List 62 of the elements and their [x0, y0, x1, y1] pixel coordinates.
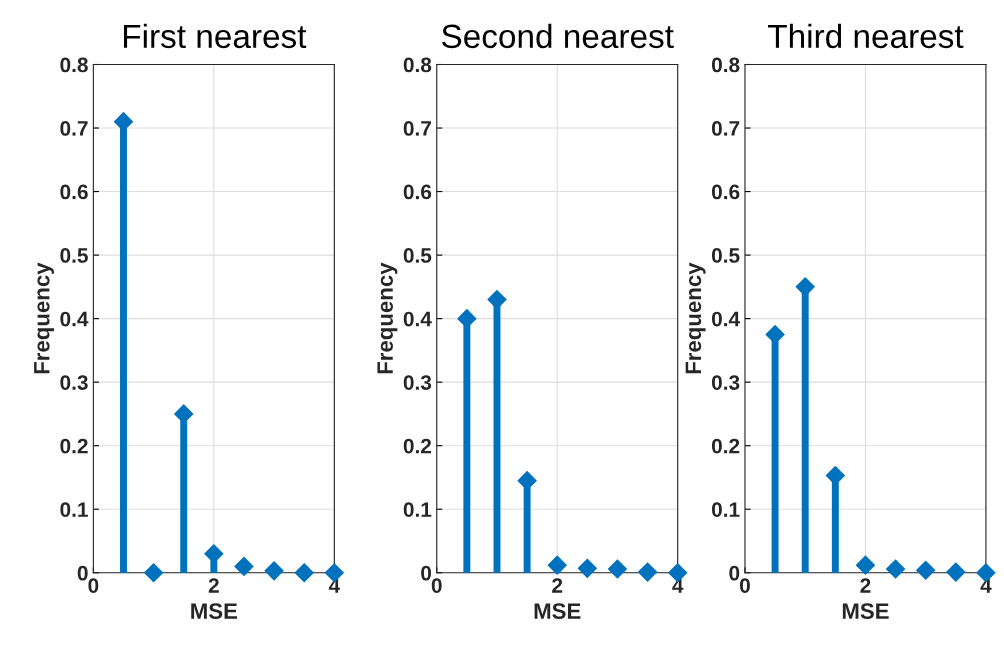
point [795, 277, 815, 297]
point [517, 471, 537, 491]
y-axis-title: Frequency [685, 262, 706, 374]
y-tick-label: 0.8 [711, 57, 740, 73]
point [825, 466, 845, 486]
x-tick-label: 0 [431, 578, 442, 593]
y-tick-label: 0.5 [711, 248, 740, 263]
chart-title: Second nearest [442, 23, 674, 49]
y-tick-label: 0.4 [711, 311, 740, 327]
x-axis-title: MSE [534, 603, 581, 619]
y-tick-label: 0.3 [60, 375, 88, 390]
point [264, 561, 284, 581]
x-axis-title: MSE [191, 603, 238, 619]
y-tick-label: 0.8 [403, 57, 432, 73]
x-tick-label: 2 [208, 578, 219, 593]
y-tick-label: 0.7 [60, 121, 88, 136]
y-tick-label: 0.3 [403, 375, 432, 390]
y-tick-label: 0 [77, 565, 88, 581]
point [765, 324, 785, 345]
y-tick-label: 0 [729, 565, 740, 581]
y-tick-label: 0.6 [60, 184, 88, 200]
x-tick-label: 0 [740, 578, 750, 593]
point [174, 404, 194, 424]
y-tick-label: 0.7 [711, 121, 740, 136]
point [204, 544, 224, 564]
y-tick-label: 0.6 [403, 184, 432, 200]
point [855, 555, 875, 575]
y-tick-label: 0.2 [711, 438, 740, 454]
point [144, 563, 164, 583]
point [547, 555, 567, 575]
point [607, 559, 627, 579]
y-tick-label: 0.5 [60, 248, 88, 263]
x-axis-title: MSE [842, 603, 889, 619]
point [294, 563, 314, 583]
point [916, 560, 936, 580]
point [234, 556, 254, 576]
y-tick-label: 0.2 [60, 438, 88, 454]
y-tick-label: 0.1 [403, 502, 432, 517]
x-tick-label: 0 [88, 578, 99, 593]
x-tick-label: 2 [552, 578, 563, 593]
y-tick-label: 0.4 [60, 311, 89, 327]
y-axis-title: Frequency [377, 262, 398, 374]
y-tick-label: 0.5 [403, 248, 432, 263]
point [946, 562, 966, 582]
chart-title: Third nearest [768, 23, 964, 49]
y-tick-label: 0.6 [711, 184, 740, 200]
chart-title: First nearest [123, 23, 307, 49]
point [457, 309, 477, 329]
y-tick-label: 0.8 [60, 57, 88, 73]
y-tick-label: 0.2 [403, 438, 432, 454]
point [638, 562, 658, 582]
y-tick-label: 0.3 [711, 375, 740, 390]
y-tick-label: 0.1 [60, 502, 88, 517]
point [886, 559, 906, 579]
x-tick-label: 2 [860, 578, 871, 593]
y-tick-label: 0 [421, 565, 432, 581]
y-axis-title: Frequency [34, 262, 54, 374]
point [487, 290, 507, 310]
point [577, 558, 597, 578]
y-tick-label: 0.4 [403, 311, 432, 327]
y-tick-label: 0.1 [711, 502, 740, 517]
y-tick-label: 0.7 [403, 121, 431, 136]
